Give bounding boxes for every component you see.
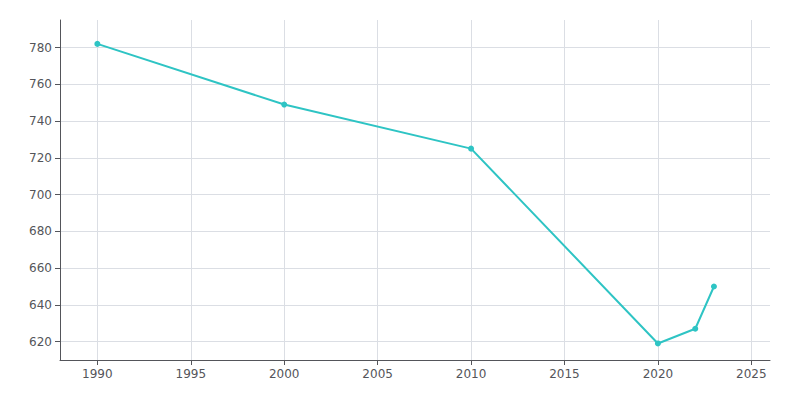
svg-text:2010: 2010 xyxy=(456,367,487,381)
svg-text:760: 760 xyxy=(29,77,52,91)
svg-text:1990: 1990 xyxy=(82,367,113,381)
svg-text:660: 660 xyxy=(29,261,52,275)
svg-text:2015: 2015 xyxy=(549,367,580,381)
svg-text:740: 740 xyxy=(29,114,52,128)
svg-text:2005: 2005 xyxy=(362,367,393,381)
svg-text:2000: 2000 xyxy=(269,367,300,381)
svg-text:1995: 1995 xyxy=(176,367,207,381)
svg-text:2025: 2025 xyxy=(736,367,767,381)
svg-text:620: 620 xyxy=(29,335,52,349)
svg-text:780: 780 xyxy=(29,41,52,55)
svg-text:640: 640 xyxy=(29,298,52,312)
svg-text:680: 680 xyxy=(29,224,52,238)
svg-text:2020: 2020 xyxy=(643,367,674,381)
svg-text:720: 720 xyxy=(29,151,52,165)
svg-text:700: 700 xyxy=(29,188,52,202)
